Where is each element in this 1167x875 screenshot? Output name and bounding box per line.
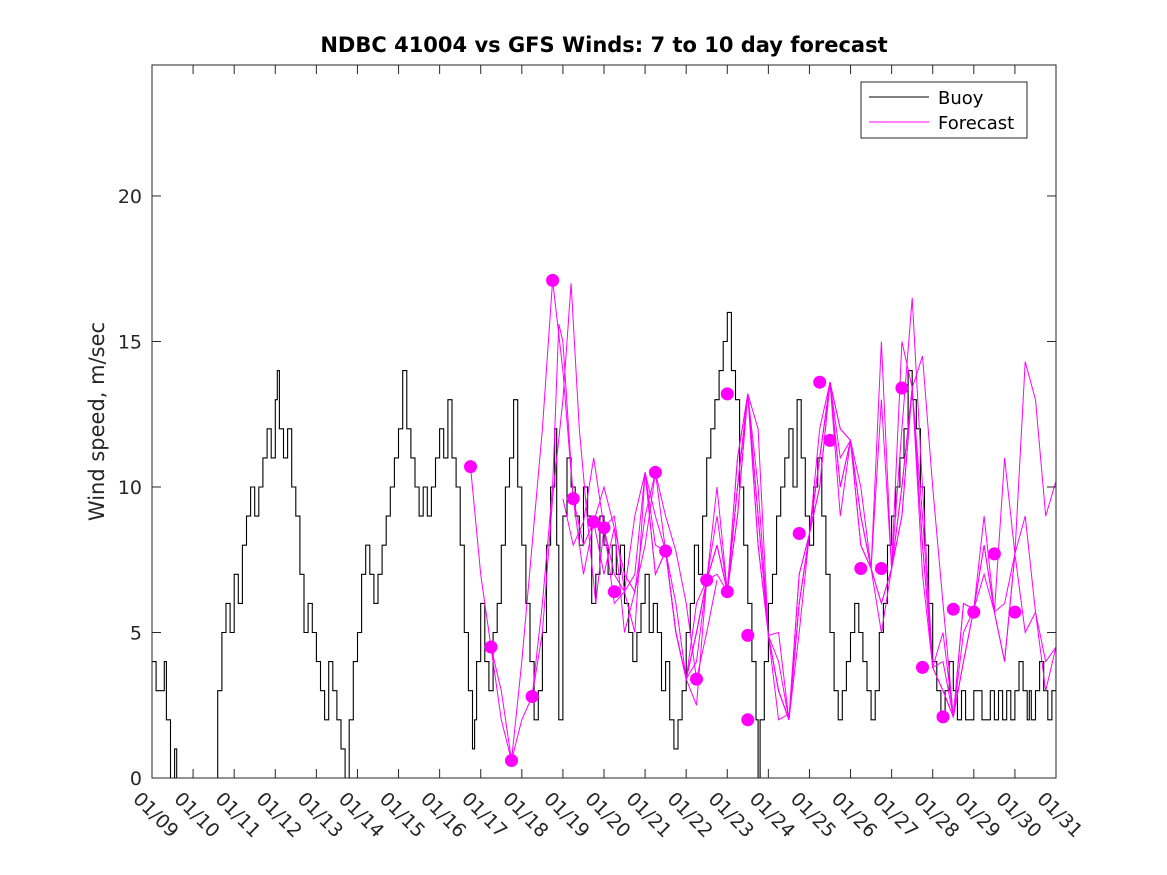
- forecast-marker-21: [854, 562, 868, 575]
- forecast-marker-8: [597, 521, 611, 535]
- forecast-marker-28: [987, 547, 1001, 561]
- y-tick-label-0: 0: [130, 768, 142, 790]
- forecast-marker-22: [874, 562, 888, 575]
- legend: Buoy Forecast: [860, 81, 1028, 139]
- forecast-marker-25: [936, 710, 950, 724]
- forecast-marker-17: [741, 713, 755, 727]
- forecast-marker-15: [720, 387, 734, 401]
- legend-box: [860, 81, 1028, 139]
- forecast-marker-7: [587, 515, 601, 529]
- forecast-marker-9: [607, 585, 621, 599]
- forecast-marker-5: [546, 273, 560, 287]
- forecast-marker-11: [659, 544, 673, 558]
- forecast-marker-19: [813, 375, 827, 389]
- forecast-marker-26: [946, 602, 960, 616]
- forecast-marker-20: [823, 433, 837, 447]
- chart-title: NDBC 41004 vs GFS Winds: 7 to 10 day for…: [320, 33, 887, 57]
- forecast-marker-14: [720, 585, 734, 599]
- series-group: [152, 273, 1056, 778]
- buoy-series-line: [152, 311, 1056, 778]
- legend-forecast-label: Forecast: [938, 113, 1014, 134]
- y-tick-label-20: 20: [118, 186, 142, 208]
- legend-buoy-label: Buoy: [938, 88, 984, 109]
- forecast-marker-23: [895, 381, 909, 395]
- plot-area: [152, 65, 1056, 778]
- forecast-marker-1: [464, 460, 477, 474]
- forecast-marker-18: [792, 527, 806, 540]
- y-tick-label-5: 5: [130, 622, 142, 644]
- forecast-marker-12: [690, 672, 703, 686]
- forecast-marker-6: [566, 492, 580, 506]
- forecast-marker-2: [484, 640, 498, 654]
- forecast-marker-29: [1008, 605, 1022, 619]
- y-tick-label-15: 15: [118, 331, 142, 353]
- forecast-marker-16: [741, 628, 755, 642]
- forecast-marker-24: [916, 660, 929, 674]
- y-axis-label: Wind speed, m/sec: [85, 322, 109, 521]
- forecast-marker-3: [505, 754, 518, 767]
- data-layer: [152, 273, 1056, 778]
- y-tick-label-10: 10: [118, 477, 142, 499]
- forecast-marker-4: [525, 690, 539, 703]
- forecast-marker-10: [648, 465, 662, 479]
- forecast-marker-27: [967, 605, 981, 619]
- forecast-marker-13: [700, 573, 714, 587]
